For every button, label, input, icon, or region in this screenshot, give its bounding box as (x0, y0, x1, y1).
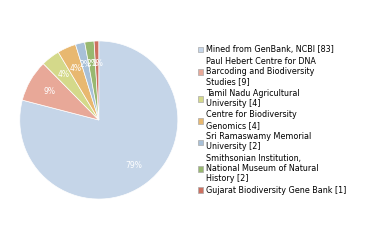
Text: 4%: 4% (70, 64, 82, 72)
Wedge shape (20, 41, 178, 199)
Wedge shape (58, 44, 99, 120)
Text: 79%: 79% (125, 161, 142, 169)
Legend: Mined from GenBank, NCBI [83], Paul Hebert Centre for DNA
Barcoding and Biodiver: Mined from GenBank, NCBI [83], Paul Hebe… (198, 45, 347, 195)
Text: 4%: 4% (58, 71, 70, 79)
Wedge shape (76, 42, 99, 120)
Text: 2%: 2% (86, 59, 98, 68)
Text: 9%: 9% (44, 87, 55, 96)
Wedge shape (94, 41, 99, 120)
Text: 2%: 2% (79, 60, 91, 69)
Wedge shape (22, 64, 99, 120)
Wedge shape (43, 52, 99, 120)
Wedge shape (85, 41, 99, 120)
Text: 1%: 1% (91, 59, 103, 68)
